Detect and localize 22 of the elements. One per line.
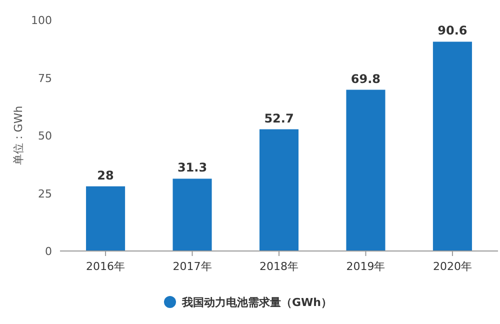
x-tick-label: 2019年 <box>346 260 386 273</box>
y-tick-label: 0 <box>45 245 52 258</box>
legend-label: 我国动力电池需求量（GWh） <box>181 296 332 309</box>
y-tick-label: 100 <box>31 14 52 27</box>
bar <box>259 129 299 251</box>
y-tick-label: 75 <box>38 72 52 85</box>
bar <box>346 90 386 251</box>
data-label: 31.3 <box>177 160 208 175</box>
data-label: 52.7 <box>264 111 294 126</box>
x-tick-label: 2016年 <box>86 260 126 273</box>
x-tick-label: 2018年 <box>260 260 298 273</box>
y-tick-label: 50 <box>38 130 52 142</box>
y-tick-label: 25 <box>38 187 52 200</box>
data-label: 28 <box>97 168 114 182</box>
bar <box>172 178 212 251</box>
x-tick-label: 2017年 <box>172 260 212 273</box>
x-tick-label: 2020年 <box>432 260 472 273</box>
y-axis-title: 单位：GWh <box>12 106 25 166</box>
bar <box>86 186 126 251</box>
bar <box>432 42 472 251</box>
data-label: 69.8 <box>350 72 381 86</box>
data-label: 90.6 <box>438 24 468 38</box>
